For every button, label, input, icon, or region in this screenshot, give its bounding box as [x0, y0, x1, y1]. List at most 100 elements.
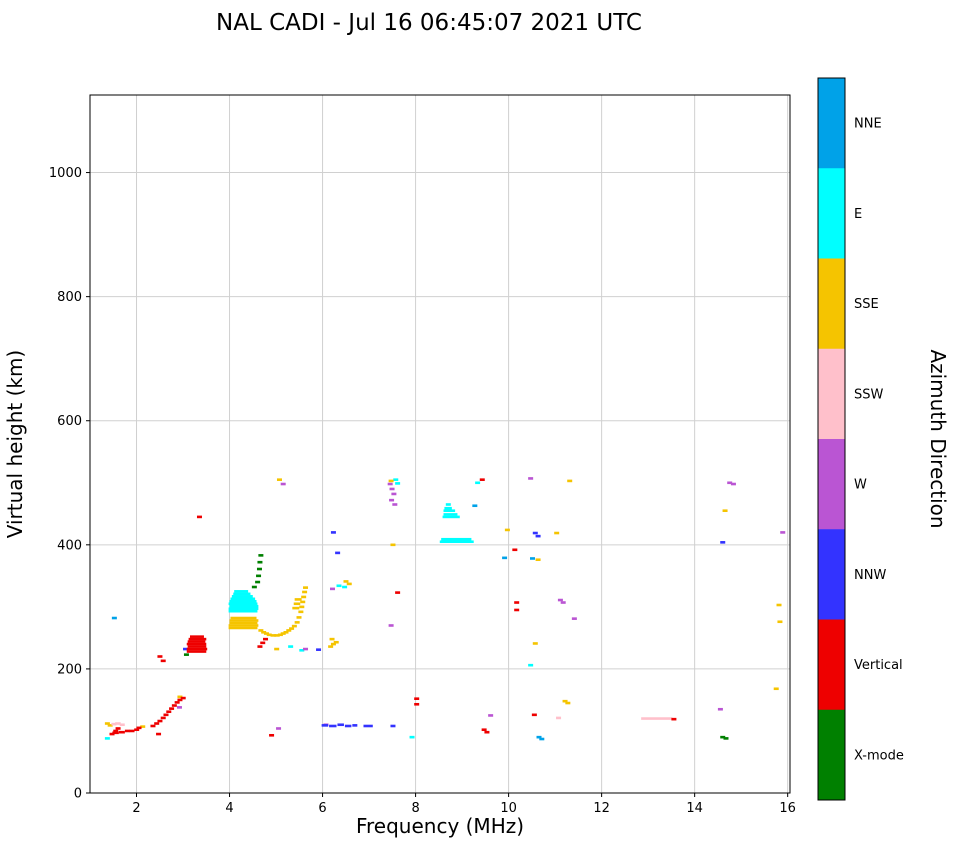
data-point-sse [270, 634, 277, 637]
data-point-vertical [150, 724, 156, 728]
data-point-w [717, 707, 723, 711]
data-point-vertical [484, 730, 490, 734]
data-point-vertical [187, 640, 206, 643]
data-point-sse [302, 590, 308, 594]
data-point-sse [277, 633, 283, 637]
data-point-nnw [390, 724, 396, 728]
data-point-sse [346, 582, 352, 586]
data-point-vertical [113, 729, 119, 733]
y-tick-label: 600 [57, 414, 82, 429]
data-point-e [475, 481, 481, 485]
data-point-sse [286, 629, 292, 632]
data-point-vertical [186, 642, 207, 646]
y-tick-label: 200 [57, 662, 82, 677]
data-point-vertical [124, 729, 130, 733]
data-point-sse [294, 621, 300, 624]
colorbar-label-nnw: NNW [854, 568, 886, 583]
x-axis-label: Frequency (MHz) [356, 814, 524, 838]
data-point-nnw [363, 724, 373, 728]
data-point-vertical [134, 728, 140, 732]
data-point-sse [343, 580, 349, 583]
data-point-vertical [257, 645, 263, 648]
data-point-sse [777, 620, 783, 624]
data-point-sse [261, 631, 267, 634]
data-point-vertical [174, 701, 180, 704]
colorbar-segment-vertical [818, 619, 845, 711]
data-point-sse [274, 634, 280, 637]
data-point-e [445, 503, 451, 506]
data-point-sse [504, 528, 510, 532]
data-point-e [444, 506, 452, 510]
data-point-vertical [154, 722, 160, 725]
data-point-vertical [180, 696, 186, 700]
data-point-vertical [263, 637, 269, 641]
data-point-nnw [321, 724, 329, 727]
data-point-e [393, 478, 399, 481]
data-point-vertical [160, 659, 166, 663]
data-point-e [228, 609, 258, 613]
data-point-nnw [337, 723, 344, 727]
data-point-vertical [118, 730, 125, 734]
data-point-w [303, 647, 309, 651]
data-point-vertical [169, 707, 175, 710]
colorbar-label-ssw: SSW [854, 387, 884, 402]
data-point-sse [291, 624, 297, 628]
data-point-sse [266, 633, 272, 637]
data-point-vertical [269, 733, 275, 737]
data-point-w [528, 477, 534, 480]
data-point-vertical [188, 637, 207, 641]
data-point-sse [330, 642, 336, 646]
y-tick-label: 400 [57, 538, 82, 553]
data-point-nnw [535, 534, 541, 538]
data-point-sse [289, 627, 295, 630]
data-point-x-mode [256, 567, 262, 571]
data-point-sse [296, 616, 302, 619]
data-point-vertical [160, 716, 166, 720]
data-point-nne [472, 504, 478, 508]
data-point-vertical [260, 641, 266, 645]
data-point-sse [293, 602, 301, 606]
data-point-sse [230, 616, 257, 620]
data-point-e [442, 515, 460, 519]
colorbar-label-e: E [854, 207, 862, 222]
data-point-w [392, 503, 398, 506]
data-point-w [387, 482, 393, 486]
data-point-w [730, 482, 736, 486]
data-point-e [528, 663, 534, 667]
data-point-w [488, 714, 494, 717]
data-point-sse [276, 478, 282, 481]
colorbar-segment-ssw [818, 348, 845, 440]
data-point-w [176, 706, 182, 709]
data-point-sse [258, 629, 264, 632]
colorbar-segment-sse [818, 258, 845, 350]
data-point-w [560, 601, 566, 604]
data-point-sse [565, 701, 571, 705]
data-point-sse [107, 724, 113, 727]
data-point-sse [298, 610, 304, 614]
data-point-nnw [352, 724, 358, 727]
data-point-sse [228, 626, 258, 630]
data-point-vertical [481, 728, 487, 732]
data-point-e [233, 592, 251, 596]
data-point-sse [567, 479, 573, 483]
grid-layer [90, 95, 790, 793]
data-point-sse [283, 631, 289, 634]
data-point-w [780, 531, 786, 534]
data-point-vertical [166, 710, 172, 714]
data-point-sse [532, 642, 538, 645]
data-point-vertical [115, 727, 121, 730]
x-tick-label: 8 [411, 801, 419, 816]
data-point-sse [228, 624, 259, 627]
data-point-sse [554, 531, 560, 535]
data-point-nne [530, 557, 535, 560]
data-point-e [443, 513, 458, 516]
data-point-vertical [177, 698, 183, 702]
data-point-x-mode [723, 737, 729, 740]
x-tick-label: 2 [132, 801, 140, 816]
data-point-x-mode [255, 580, 261, 584]
data-point-vertical [514, 601, 520, 604]
colorbar-label-vertical: Vertical [854, 658, 903, 673]
data-point-w [280, 482, 286, 486]
data-point-sse [294, 598, 302, 601]
